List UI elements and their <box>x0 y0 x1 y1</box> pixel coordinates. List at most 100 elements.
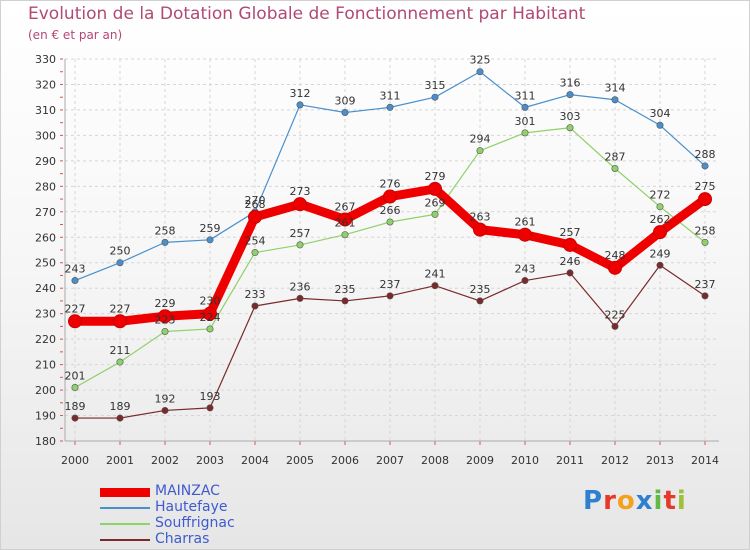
brand-logo-letter: i <box>676 486 687 516</box>
data-point <box>656 203 664 211</box>
legend-label: MAINZAC <box>155 483 220 499</box>
data-point <box>341 231 349 239</box>
data-label: 223 <box>155 313 176 326</box>
data-point <box>338 212 352 227</box>
brand-logo-letter: o <box>616 486 636 516</box>
data-point <box>701 238 709 246</box>
data-label: 294 <box>470 133 491 146</box>
data-point <box>698 192 712 207</box>
data-label: 254 <box>245 235 266 248</box>
x-tick-label: 2001 <box>106 454 134 467</box>
legend-swatch <box>100 523 150 525</box>
data-point <box>161 327 169 335</box>
data-point <box>608 260 622 275</box>
data-label: 237 <box>380 278 401 291</box>
data-label: 261 <box>335 217 356 230</box>
data-point <box>248 209 262 224</box>
data-point <box>701 162 709 170</box>
data-point <box>116 414 124 422</box>
data-point <box>521 103 529 111</box>
legend-label: Charras <box>155 531 210 547</box>
data-point <box>71 277 79 285</box>
data-point <box>566 91 574 99</box>
data-label: 233 <box>245 288 266 301</box>
data-label: 270 <box>245 194 266 207</box>
data-label: 235 <box>335 283 356 296</box>
data-point <box>428 181 442 196</box>
data-label: 258 <box>155 224 176 237</box>
series-lines <box>68 68 712 422</box>
data-point <box>476 147 484 155</box>
data-label: 288 <box>695 148 716 161</box>
data-point <box>206 325 214 333</box>
data-label: 314 <box>605 82 626 95</box>
brand-logo-letter: P <box>583 486 604 516</box>
data-label: 243 <box>65 263 86 276</box>
data-label: 257 <box>560 226 581 239</box>
x-tick-label: 2010 <box>511 454 539 467</box>
data-point <box>206 236 214 244</box>
x-tick-label: 2012 <box>601 454 629 467</box>
data-label: 273 <box>290 185 311 198</box>
x-tick-label: 2013 <box>646 454 674 467</box>
data-point <box>161 238 169 246</box>
data-label: 201 <box>65 370 86 383</box>
data-label: 276 <box>380 178 401 191</box>
y-tick-label: 180 <box>35 435 56 448</box>
data-label: 263 <box>470 211 491 224</box>
data-point <box>521 129 529 137</box>
data-labels: 243 250 258 259 270 312 309 311 315 325 311 316 314 3… <box>65 54 716 413</box>
x-tick-label: 2008 <box>421 454 449 467</box>
x-tick-label: 2000 <box>61 454 89 467</box>
data-point <box>341 108 349 116</box>
y-tick-label: 260 <box>35 231 56 244</box>
data-point <box>386 292 394 300</box>
data-label: 279 <box>425 170 446 183</box>
legend-label: Hautefaye <box>155 499 228 515</box>
data-point <box>431 210 439 218</box>
data-label: 243 <box>515 263 536 276</box>
data-label: 275 <box>695 180 716 193</box>
y-tick-label: 290 <box>35 155 56 168</box>
data-point <box>293 197 307 212</box>
data-point <box>386 103 394 111</box>
chart-subtitle: (en € et par an) <box>28 28 123 42</box>
data-point <box>296 294 304 302</box>
x-tick-label: 2014 <box>691 454 719 467</box>
data-label: 230 <box>200 295 221 308</box>
data-label: 229 <box>155 297 176 310</box>
data-point <box>521 277 529 285</box>
x-tick-label: 2006 <box>331 454 359 467</box>
data-label: 193 <box>200 390 221 403</box>
data-point <box>386 218 394 226</box>
data-point <box>566 124 574 132</box>
data-point <box>431 282 439 290</box>
data-point <box>518 227 532 242</box>
data-point <box>203 306 217 321</box>
y-tick-label: 210 <box>35 359 56 372</box>
data-label: 312 <box>290 87 311 100</box>
data-point <box>71 384 79 392</box>
x-tick-label: 2002 <box>151 454 179 467</box>
data-label: 259 <box>200 222 221 235</box>
data-label: 311 <box>380 89 401 102</box>
data-point <box>161 406 169 414</box>
data-label: 316 <box>560 77 581 90</box>
data-point <box>611 96 619 104</box>
data-label: 250 <box>110 245 131 258</box>
data-label: 224 <box>200 311 221 324</box>
data-label: 311 <box>515 89 536 102</box>
data-label: 269 <box>425 196 446 209</box>
data-point <box>473 222 487 237</box>
brand-logo-letter: x <box>635 486 654 516</box>
data-label: 301 <box>515 115 536 128</box>
data-label: 315 <box>425 79 446 92</box>
data-point <box>701 292 709 300</box>
data-label: 236 <box>290 280 311 293</box>
data-label: 303 <box>560 110 581 123</box>
data-point <box>206 404 214 412</box>
data-point <box>113 314 127 329</box>
brand-logo-letter: t <box>663 486 677 516</box>
